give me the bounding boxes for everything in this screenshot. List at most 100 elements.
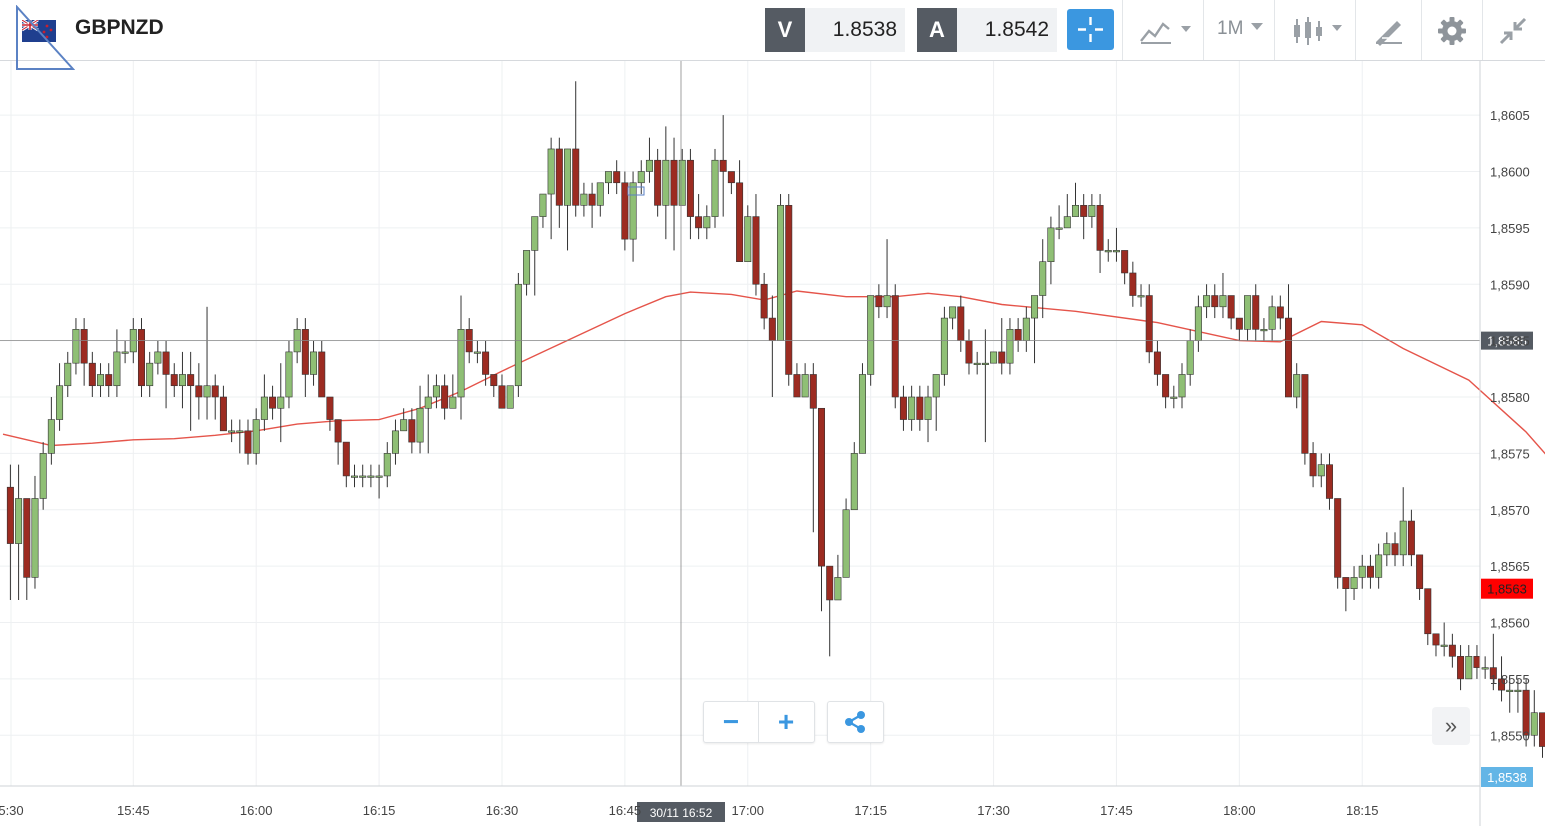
candle-body [572,148,580,206]
candle-body [818,407,826,567]
candle-body [727,171,735,184]
candle [318,340,326,398]
candle [1178,363,1186,409]
candlestick-chart[interactable]: 1,8585 30/11 16:52 1,8563 1,8538 1,8550 1,85… [0,61,1545,826]
candle [531,216,539,296]
candle [711,148,719,228]
candle-body [301,329,309,375]
chart-area[interactable]: 1,8585 30/11 16:52 1,8563 1,8538 1,8550 1,85… [0,61,1545,826]
buy-button[interactable]: A [917,8,957,52]
candle-body [588,193,596,206]
settings-button[interactable] [1421,0,1482,60]
crosshair-button[interactable] [1067,9,1114,50]
candle [187,351,195,431]
candle-body [432,385,440,398]
candle-body [1071,205,1079,217]
candle [1039,239,1047,319]
candle [875,284,883,319]
candle-body [1276,306,1284,319]
candle-body [269,396,277,409]
candle [1391,532,1399,567]
candle [678,148,686,206]
drawing-tools-button[interactable] [1355,0,1421,60]
sell-button[interactable]: V [765,8,805,52]
candle [1014,318,1022,352]
candle-body [252,419,260,454]
candle-body [1219,295,1227,308]
candle-body [1096,205,1104,251]
candle [400,408,408,432]
candle-body [891,295,899,398]
candle [596,182,604,217]
candle-body [613,171,621,184]
candle [121,340,129,364]
candle [1514,678,1522,713]
candle-body [637,171,645,184]
candle [375,464,383,499]
zoom-in-button[interactable]: + [759,702,813,742]
candle-body [1055,227,1063,230]
candle-body [596,182,604,206]
fast-forward-button[interactable]: » [1432,707,1470,745]
candle-body [1244,295,1252,330]
candle-body [654,159,662,206]
candle [965,329,973,375]
candle-body [416,407,424,443]
candle [785,194,793,386]
candle-body [711,159,719,217]
candle-body [1399,520,1407,556]
candle [1006,318,1014,375]
collapse-button[interactable] [1482,0,1545,60]
candle [1498,656,1506,702]
candle-body [777,205,785,341]
candle [490,374,498,398]
gear-icon [1438,17,1466,45]
candle-body [1334,498,1342,578]
candle [113,329,121,398]
candle [228,419,236,443]
candle-body [1137,295,1145,298]
candle-body [629,182,637,240]
candle [580,182,588,217]
candle [1022,306,1030,352]
candle [899,385,907,431]
time-tick-label: 16:00 [240,803,273,818]
candle [39,442,47,510]
timeframe-button[interactable]: 1M [1203,0,1274,60]
price-tick-label: 1,8560 [1490,616,1530,631]
candle [342,441,350,488]
candle [768,295,776,398]
candle [637,160,645,195]
candle-body [1301,374,1309,454]
zoom-in-icon: + [777,706,795,737]
candle [441,374,449,420]
chart-type-button[interactable] [1122,0,1203,60]
candle [310,340,318,386]
candle [793,363,801,398]
candle-body [809,374,817,409]
candle [613,160,621,195]
candle [137,318,145,398]
candle [236,419,244,454]
collapse-icon [1499,17,1527,45]
candle-body [1342,577,1350,589]
candle [662,126,670,240]
candle [1211,284,1219,319]
candle-body [834,577,842,601]
candle-body [1112,250,1120,253]
candle [64,351,72,398]
candle [269,385,277,420]
candle [1538,712,1545,758]
zoom-out-button[interactable]: − [704,702,759,742]
candle-body [310,351,318,375]
candle [1194,295,1202,352]
candle-body [72,329,80,364]
crosshair-time-tag [637,802,725,822]
share-button[interactable] [827,701,884,743]
candle [777,194,785,341]
candle-style-button[interactable] [1274,0,1355,60]
candle-body [1162,374,1170,398]
candle-body [1145,295,1153,353]
candle [244,419,252,465]
candle-body [400,419,408,432]
